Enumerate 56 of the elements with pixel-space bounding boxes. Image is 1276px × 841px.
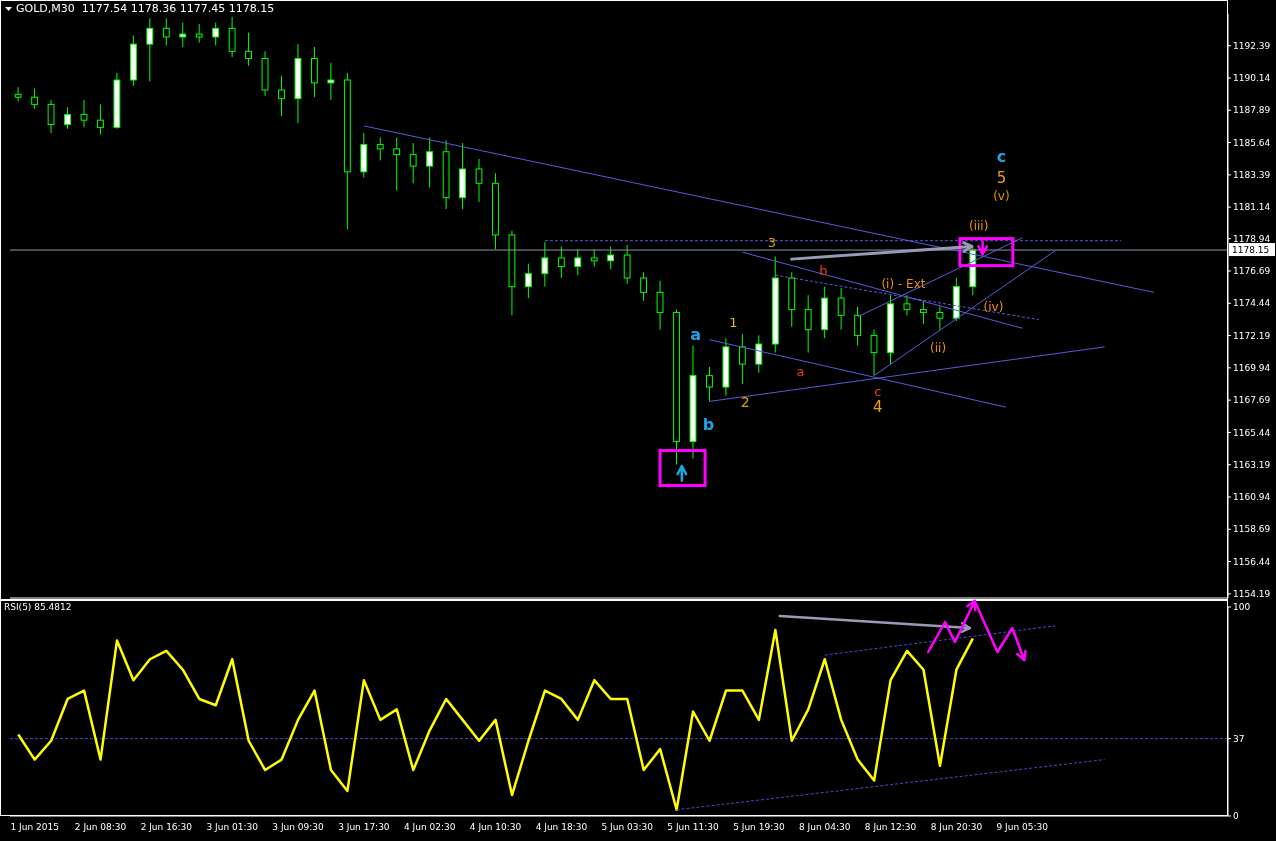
x-tick-label: 4 Jun 02:30 — [403, 822, 456, 833]
annotation: 3 — [767, 234, 776, 250]
x-tick-label: 4 Jun 10:30 — [469, 822, 522, 833]
x-tick-label: 5 Jun 03:30 — [601, 822, 654, 833]
chart-title: GOLD,M30 1177.54 1178.36 1177.45 1178.15 — [16, 2, 275, 15]
y-tick-label: 1154.19 — [1233, 589, 1271, 600]
y-tick-label: 1181.14 — [1233, 202, 1271, 213]
y-tick-label: 1165.44 — [1233, 427, 1271, 438]
y-tick-label: 1172.19 — [1233, 330, 1271, 341]
x-tick-label: 8 Jun 20:30 — [930, 822, 983, 833]
annotation: 1 — [729, 314, 738, 330]
x-tick-label: 5 Jun 19:30 — [733, 822, 785, 833]
y-tick-label: 1183.39 — [1233, 170, 1271, 181]
y-tick-label: 1169.94 — [1233, 363, 1271, 374]
x-tick-label: 3 Jun 09:30 — [272, 822, 325, 833]
annotation: (v) — [993, 188, 1010, 203]
annotation: c — [996, 146, 1007, 166]
y-tick-label: 1156.44 — [1233, 556, 1271, 567]
x-tick-label: 1 Jun 2015 — [10, 822, 59, 833]
y-tick-label: 1190.14 — [1233, 73, 1271, 84]
x-tick-label: 5 Jun 11:30 — [667, 822, 720, 833]
annotation: 2 — [740, 393, 750, 410]
x-tick-label: 2 Jun 16:30 — [140, 822, 193, 833]
x-tick-label: 8 Jun 12:30 — [864, 822, 917, 833]
annotation: 4 — [872, 397, 883, 416]
annotation: b — [702, 414, 715, 434]
x-tick-label: 8 Jun 04:30 — [799, 822, 851, 833]
annotation: a — [796, 363, 805, 379]
annotation: (i) - Ext — [881, 276, 926, 291]
y-tick-label: 1185.64 — [1233, 137, 1271, 148]
y-tick-label: 1167.69 — [1233, 395, 1271, 406]
y-tick-label: 1160.94 — [1233, 492, 1271, 503]
y-tick-label: 37 — [1233, 733, 1245, 744]
x-tick-label: 3 Jun 01:30 — [206, 822, 259, 833]
y-tick-label: 0 — [1233, 811, 1239, 822]
y-tick-label: 1176.69 — [1233, 266, 1271, 277]
y-tick-label: 1192.39 — [1233, 40, 1271, 51]
annotation: (ii) — [930, 340, 947, 355]
x-tick-label: 9 Jun 05:30 — [996, 822, 1049, 833]
y-tick-label: 1178.94 — [1233, 233, 1271, 244]
annotation: (iv) — [983, 299, 1004, 314]
y-tick-label: 100 — [1233, 602, 1251, 613]
y-tick-label: 1174.44 — [1233, 298, 1271, 309]
annotation: b — [819, 262, 828, 278]
y-tick-label: 1163.19 — [1233, 459, 1271, 470]
x-tick-label: 2 Jun 08:30 — [74, 822, 127, 833]
annotation: 5 — [996, 169, 1007, 188]
ref-line-label: 1178.15 — [1232, 245, 1270, 256]
annotation: c — [874, 383, 882, 399]
annotation: a — [690, 324, 702, 344]
x-tick-label: 3 Jun 17:30 — [338, 822, 390, 833]
annotation: (iii) — [968, 218, 989, 233]
x-tick-label: 4 Jun 18:30 — [535, 822, 588, 833]
y-tick-label: 1187.89 — [1233, 105, 1271, 116]
y-tick-label: 1158.69 — [1233, 524, 1271, 535]
chart-title: RSI(5) 85.4812 — [4, 602, 72, 612]
